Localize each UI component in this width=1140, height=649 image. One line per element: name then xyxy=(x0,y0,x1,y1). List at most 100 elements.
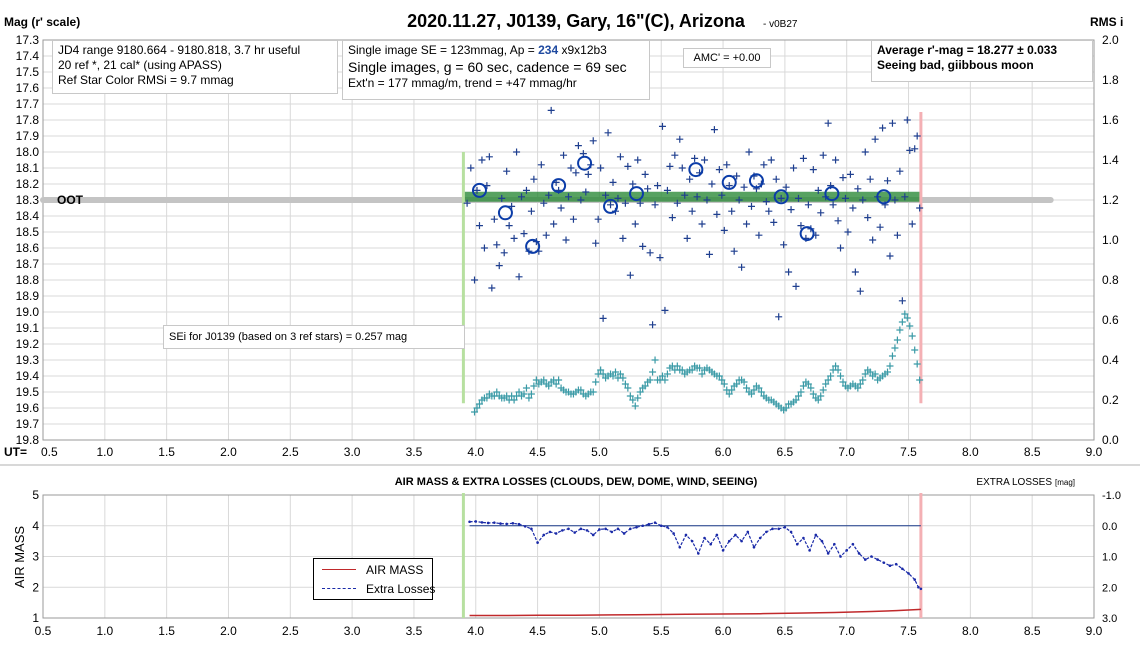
target-point-82 xyxy=(668,214,676,222)
lower-chart-title: AIR MASS & EXTRA LOSSES (CLOUDS, DEW, DO… xyxy=(395,476,758,488)
lower-chart-legend: AIR MASS Extra Losses xyxy=(313,558,435,600)
rms-point-78 xyxy=(663,370,671,378)
rms-point-146 xyxy=(832,362,840,370)
amc-text: AMC' = +0.00 xyxy=(693,52,761,64)
legend-item-extra-losses: Extra Losses xyxy=(314,581,435,597)
lower-y2-axis-unit: [mag] xyxy=(1055,478,1075,487)
lower-x-tick-9: 5.0 xyxy=(591,624,608,638)
jd-range-text: JD4 range 9180.664 - 9180.818, 3.7 hr us… xyxy=(58,43,301,57)
target-point-38 xyxy=(560,151,568,159)
mean-circle-8 xyxy=(721,174,737,190)
extra-losses-point-55 xyxy=(808,549,811,552)
lower-x-tick-17: 9.0 xyxy=(1086,624,1103,638)
mean-circle-2 xyxy=(525,238,541,254)
rms-point-69 xyxy=(641,382,649,390)
target-point-39 xyxy=(562,236,570,244)
target-point-99 xyxy=(710,126,718,134)
target-point-97 xyxy=(705,250,713,258)
mean-circle-0 xyxy=(471,182,487,198)
extra-losses-point-69 xyxy=(894,562,898,566)
extra-losses-point-23 xyxy=(610,530,614,534)
seeing-note-text: Seeing bad, giibbous moon xyxy=(877,58,1034,72)
rms-point-76 xyxy=(658,372,666,380)
target-point-132 xyxy=(792,282,800,290)
target-point-180 xyxy=(911,145,919,153)
target-point-19 xyxy=(513,148,521,156)
target-point-117 xyxy=(755,231,763,239)
mean-circle-7 xyxy=(688,162,704,178)
extra-losses-point-2 xyxy=(480,521,484,524)
extra-losses-point-24 xyxy=(616,527,620,531)
extra-losses-point-33 xyxy=(672,532,675,535)
upper-x-tick-14: 7.5 xyxy=(900,445,917,459)
upper-y-tick-18: 19.1 xyxy=(16,321,40,335)
target-point-169 xyxy=(884,177,892,185)
extra-losses-point-11 xyxy=(536,541,539,544)
extra-losses-point-3 xyxy=(486,521,490,525)
extra-losses-point-6 xyxy=(505,522,508,526)
extra-losses-point-57 xyxy=(820,539,824,543)
target-point-94 xyxy=(698,220,706,228)
extra-losses-point-63 xyxy=(857,552,861,555)
upper-y2-tick-5: 1.0 xyxy=(1102,233,1119,247)
upper-y2-tick-3: 1.4 xyxy=(1102,153,1119,167)
rms-point-113 xyxy=(750,386,758,394)
target-point-171 xyxy=(888,119,896,127)
rms-point-131 xyxy=(794,392,802,400)
rms-point-21 xyxy=(522,384,530,392)
amc-box: AMC' = +0.00 xyxy=(683,48,771,68)
rms-point-148 xyxy=(837,372,845,380)
target-point-81 xyxy=(666,162,674,170)
extra-losses-point-64 xyxy=(863,558,867,561)
target-point-91 xyxy=(691,154,699,162)
upper-x-tick-3: 2.0 xyxy=(220,445,237,459)
rms-point-144 xyxy=(827,372,835,380)
upper-y2-tick-8: 0.4 xyxy=(1102,353,1119,367)
se-suffix: x9x12b3 xyxy=(558,43,607,57)
rms-point-5 xyxy=(483,394,491,402)
rms-point-63 xyxy=(626,392,634,400)
target-point-103 xyxy=(720,226,728,234)
target-point-14 xyxy=(500,249,508,257)
upper-y-tick-0: 17.3 xyxy=(16,33,40,47)
extra-losses-point-59 xyxy=(833,542,836,546)
target-point-56 xyxy=(604,129,612,137)
lower-plot-frame xyxy=(42,494,1095,619)
legend-swatch-airmass xyxy=(322,569,356,570)
target-point-101 xyxy=(715,166,723,174)
target-point-123 xyxy=(770,218,778,226)
target-point-114 xyxy=(747,202,755,210)
upper-y-tick-9: 18.2 xyxy=(16,177,40,191)
target-point-102 xyxy=(718,191,726,199)
target-point-29 xyxy=(537,161,545,169)
rms-point-9 xyxy=(493,388,501,396)
extra-losses-point-10 xyxy=(530,527,533,531)
target-point-149 xyxy=(834,217,842,225)
target-point-53 xyxy=(597,164,605,172)
target-point-156 xyxy=(851,268,859,276)
target-point-61 xyxy=(616,153,624,161)
upper-y-tick-8: 18.1 xyxy=(16,161,40,175)
target-point-42 xyxy=(569,215,577,223)
upper-y-tick-1: 17.4 xyxy=(16,49,40,63)
target-point-58 xyxy=(609,178,617,186)
rms-point-48 xyxy=(589,388,597,396)
target-point-157 xyxy=(854,185,862,193)
mean-circle-4 xyxy=(577,155,593,171)
target-point-87 xyxy=(681,191,689,199)
upper-x-tick-10: 5.5 xyxy=(653,445,670,459)
target-point-74 xyxy=(649,321,657,329)
rms-point-33 xyxy=(552,380,560,388)
rms-point-155 xyxy=(854,384,862,392)
rms-point-34 xyxy=(555,376,563,384)
extra-losses-point-50 xyxy=(777,527,780,531)
upper-x-tick-17: 9.0 xyxy=(1086,445,1103,459)
rms-point-132 xyxy=(797,388,805,396)
lower-x-tick-10: 5.5 xyxy=(653,624,670,638)
upper-y2-tick-0: 2.0 xyxy=(1102,33,1119,47)
upper-x-tick-12: 6.5 xyxy=(777,445,794,459)
rms-point-104 xyxy=(728,386,736,394)
extra-losses-point-65 xyxy=(870,555,873,558)
target-point-76 xyxy=(654,182,662,190)
